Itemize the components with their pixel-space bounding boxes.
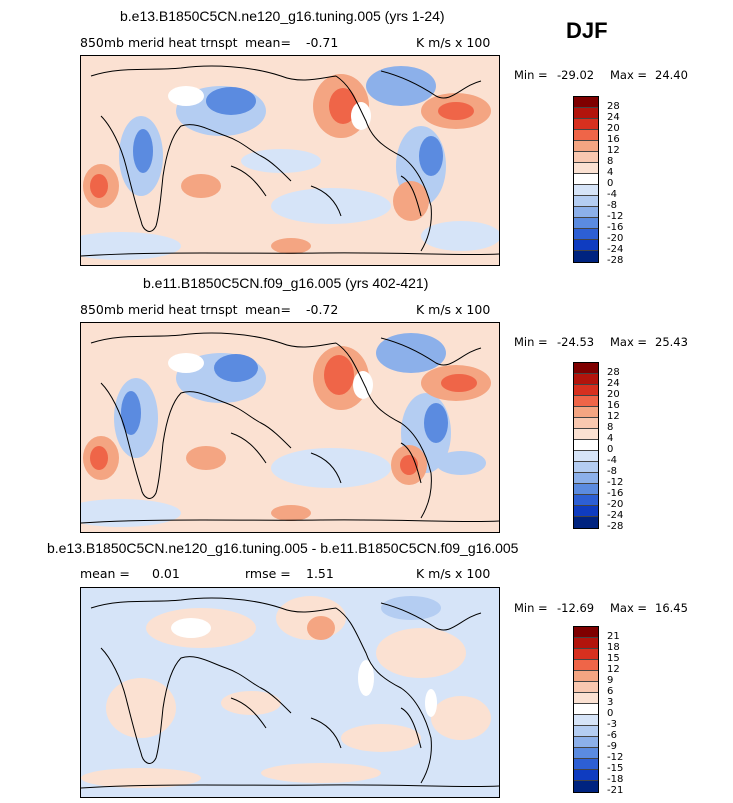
panel-3-cbar-label: 21 bbox=[607, 631, 620, 642]
panel-2-cbar-label: 0 bbox=[607, 444, 614, 455]
panel-1-mean-value: -0.71 bbox=[306, 35, 339, 50]
panel-2-cbar-label: 16 bbox=[607, 400, 620, 411]
panel-3-cbar-label: -6 bbox=[607, 730, 617, 741]
panel-3-cbar-label: 6 bbox=[607, 686, 614, 697]
panel-2-cbar-label: -16 bbox=[607, 488, 624, 499]
panel-1-mean-label: mean= bbox=[245, 35, 291, 50]
panel-1-cbar-label: -20 bbox=[607, 233, 624, 244]
panel-2-cbar-label: -8 bbox=[607, 466, 617, 477]
panel-2-cbar-label: 28 bbox=[607, 367, 620, 378]
panel-2-min-value: -24.53 bbox=[557, 335, 595, 349]
panel-1-min-value: -29.02 bbox=[557, 68, 595, 82]
panel-1-cbar-label: 16 bbox=[607, 134, 620, 145]
panel-1-cbar-label: 8 bbox=[607, 156, 614, 167]
panel-3-max-label: Max = bbox=[610, 601, 648, 615]
panel-2-mean-label: mean= bbox=[245, 302, 291, 317]
panel-2-min-label: Min = bbox=[514, 335, 548, 349]
panel-1-cbar-label: -12 bbox=[607, 211, 624, 222]
panel-1-field-label: 850mb merid heat trnspt bbox=[80, 35, 238, 50]
panel-2-mean-value: -0.72 bbox=[306, 302, 339, 317]
panel-2-cbar-label: -4 bbox=[607, 455, 617, 466]
panel-1-cbar-label: 4 bbox=[607, 167, 614, 178]
panel-3-cbar-label: -12 bbox=[607, 752, 624, 763]
panel-3-min-label: Min = bbox=[514, 601, 548, 615]
panel-2-title: b.e11.B1850C5CN.f09_g16.005 (yrs 402-421… bbox=[143, 275, 429, 291]
panel-2-colorbar bbox=[573, 362, 599, 529]
panel-3-cbar-label: 9 bbox=[607, 675, 614, 686]
panel-2-max-value: 25.43 bbox=[655, 335, 688, 349]
panel-3-cbar-label: 0 bbox=[607, 708, 614, 719]
panel-3-colorbar bbox=[573, 626, 599, 793]
panel-1-cbar-label: -4 bbox=[607, 189, 617, 200]
panel-2-units: K m/s x 100 bbox=[416, 302, 491, 317]
panel-3-cbar-label: -3 bbox=[607, 719, 617, 730]
panel-1-title: b.e13.B1850C5CN.ne120_g16.tuning.005 (yr… bbox=[120, 8, 445, 24]
panel-1-colorbar bbox=[573, 96, 599, 263]
panel-2-max-label: Max = bbox=[610, 335, 648, 349]
panel-3-cbar-label: -21 bbox=[607, 785, 624, 796]
panel-2-cbar-label: 24 bbox=[607, 378, 620, 389]
panel-1-cbar-label: 20 bbox=[607, 123, 620, 134]
panel-2-cbar-label: 12 bbox=[607, 411, 620, 422]
panel-1-max-value: 24.40 bbox=[655, 68, 688, 82]
panel-3-max-value: 16.45 bbox=[655, 601, 688, 615]
panel-3-rmse-value: 1.51 bbox=[306, 566, 334, 581]
panel-1-cbar-label: -16 bbox=[607, 222, 624, 233]
panel-1-map bbox=[80, 55, 500, 266]
panel-2-map bbox=[80, 322, 500, 533]
panel-2-cbar-label: 20 bbox=[607, 389, 620, 400]
panel-1-cbar-label: 28 bbox=[607, 101, 620, 112]
panel-1-units: K m/s x 100 bbox=[416, 35, 491, 50]
panel-3-rmse-label: rmse = bbox=[245, 566, 291, 581]
panel-3-cbar-label: -18 bbox=[607, 774, 624, 785]
panel-2-cbar-label: 4 bbox=[607, 433, 614, 444]
panel-3-map bbox=[80, 587, 500, 798]
panel-2-cbar-label: -20 bbox=[607, 499, 624, 510]
panel-2-field-label: 850mb merid heat trnspt bbox=[80, 302, 238, 317]
panel-1-cbar-label: 0 bbox=[607, 178, 614, 189]
panel-3-cbar-label: -9 bbox=[607, 741, 617, 752]
panel-1-cbar-label: -28 bbox=[607, 255, 624, 266]
panel-2-cbar-label: -12 bbox=[607, 477, 624, 488]
panel-2-cbar-label: 8 bbox=[607, 422, 614, 433]
panel-1-max-label: Max = bbox=[610, 68, 648, 82]
panel-1-cbar-label: -24 bbox=[607, 244, 624, 255]
panel-2-cbar-label: -24 bbox=[607, 510, 624, 521]
panel-3-min-value: -12.69 bbox=[557, 601, 595, 615]
panel-2-cbar-label: -28 bbox=[607, 521, 624, 532]
panel-3-cbar-label: -15 bbox=[607, 763, 624, 774]
panel-3-cbar-label: 12 bbox=[607, 664, 620, 675]
panel-3-cbar-label: 3 bbox=[607, 697, 614, 708]
panel-1-min-label: Min = bbox=[514, 68, 548, 82]
panel-3-title: b.e13.B1850C5CN.ne120_g16.tuning.005 - b… bbox=[47, 540, 519, 556]
season-label: DJF bbox=[566, 18, 608, 43]
panel-3-units: K m/s x 100 bbox=[416, 566, 491, 581]
panel-1-cbar-label: 24 bbox=[607, 112, 620, 123]
panel-3-mean-label: mean = bbox=[80, 566, 130, 581]
panel-1-cbar-label: -8 bbox=[607, 200, 617, 211]
panel-3-cbar-label: 18 bbox=[607, 642, 620, 653]
panel-3-cbar-label: 15 bbox=[607, 653, 620, 664]
panel-1-cbar-label: 12 bbox=[607, 145, 620, 156]
panel-3-mean-value: 0.01 bbox=[152, 566, 180, 581]
